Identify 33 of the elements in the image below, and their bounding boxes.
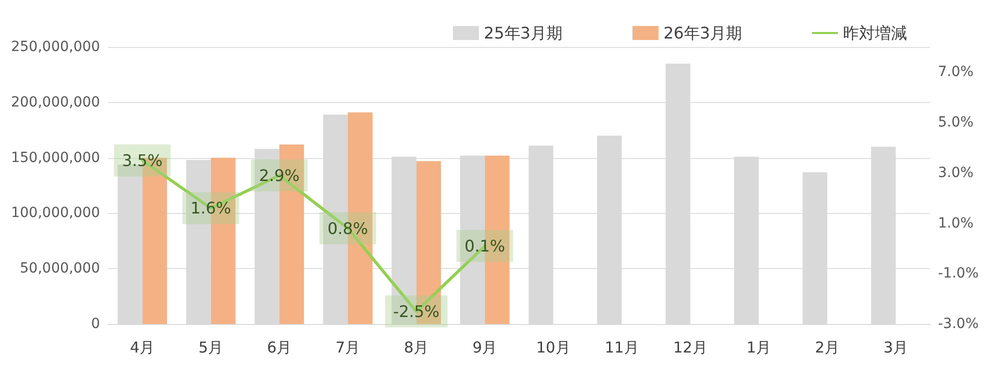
y-tick-label: 100,000,000 [10,205,100,222]
y-tick-label: 200,000,000 [10,94,100,110]
y2-tick-label: -1.0% [938,266,979,282]
y2-tick-label: -3.0% [938,316,979,332]
data-label: 0.1% [464,236,506,256]
y-tick-label: 0 [91,316,100,332]
y2-tick-label: 7.0% [938,64,974,80]
y2-tick-label: 5.0% [938,114,974,131]
y-tick-label: 50,000,000 [20,260,100,277]
data-label: 2.9% [258,166,300,185]
y-tick-label: 250,000,000 [10,39,100,55]
data-label: 3.5% [122,150,163,170]
x-tick-label: 1月 [746,338,772,356]
x-tick-label: 5月 [198,338,224,356]
data-label: 1.6% [190,198,232,218]
x-tick-label: 10月 [536,338,570,356]
data-label: -2.5% [393,302,440,321]
legend-label: 昨対増減 [843,24,907,42]
x-tick-label: 9月 [472,338,498,356]
x-tick-label: 2月 [814,338,840,356]
y2-tick-label: 3.0% [938,164,974,181]
x-tick-label: 6月 [267,338,292,356]
data-label: 0.8% [327,218,368,238]
x-tick-label: 8月 [404,338,429,356]
y-tick-label: 150,000,000 [10,150,100,166]
x-tick-label: 7月 [336,338,360,356]
legend-label: 25年3月期 [484,24,562,42]
x-tick-label: 12月 [673,338,708,356]
legend-label: 26年3月期 [663,24,742,42]
x-tick-label: 4月 [130,338,155,356]
x-tick-label: 11月 [604,338,639,356]
y2-tick-label: 1.0% [938,215,974,232]
x-tick-label: 3月 [883,338,908,356]
